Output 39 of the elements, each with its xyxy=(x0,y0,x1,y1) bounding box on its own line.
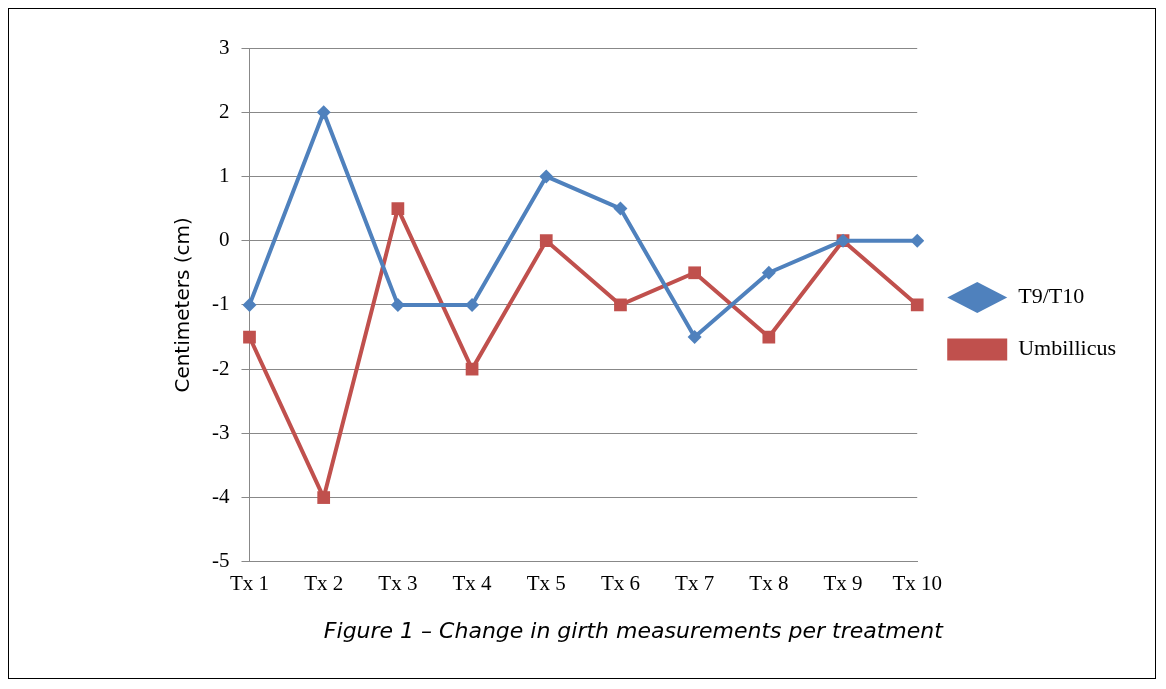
point xyxy=(762,330,776,344)
point xyxy=(687,330,702,345)
y-tick-label: -1 xyxy=(211,291,230,316)
point xyxy=(539,169,554,184)
point xyxy=(390,297,405,312)
point xyxy=(316,105,331,120)
y-tick-label: 1 xyxy=(218,162,230,187)
y-tick-label: -5 xyxy=(211,548,230,573)
legend-label: T9/T10 xyxy=(1018,283,1085,309)
y-tick-label: 3 xyxy=(218,34,230,59)
x-tick-label: Tx 2 xyxy=(304,570,344,595)
y-tick-label: 0 xyxy=(218,227,230,252)
point xyxy=(465,297,480,312)
x-tick-label: Tx 1 xyxy=(229,570,270,595)
x-tick-label: Tx 10 xyxy=(892,570,943,595)
point xyxy=(391,202,405,215)
y-tick-label: -4 xyxy=(211,484,230,509)
x-tick-label: Tx 4 xyxy=(452,570,493,595)
point xyxy=(688,266,702,280)
point xyxy=(910,298,924,312)
y-tick-label: -3 xyxy=(211,419,230,444)
x-tick-label: Tx 9 xyxy=(823,570,863,595)
x-tick-label: Tx 8 xyxy=(749,570,789,595)
point xyxy=(910,233,925,248)
y-axis-title: Centimeters (cm) xyxy=(170,217,195,393)
point xyxy=(539,234,553,248)
caption: Figure 1 – Change in girth measurements per treatment xyxy=(323,617,945,643)
x-tick-label: Tx 6 xyxy=(600,570,640,595)
point xyxy=(761,265,776,280)
point xyxy=(243,330,256,344)
y-tick-label: -2 xyxy=(211,355,230,380)
point xyxy=(614,298,627,312)
point xyxy=(613,201,628,216)
point xyxy=(317,491,331,504)
x-tick-label: Tx 7 xyxy=(675,570,715,595)
x-tick-label: Tx 5 xyxy=(526,570,566,595)
x-tick-label: Tx 3 xyxy=(378,570,418,595)
y-tick-label: 2 xyxy=(218,98,230,123)
legend-label: Umbillicus xyxy=(1018,335,1117,361)
